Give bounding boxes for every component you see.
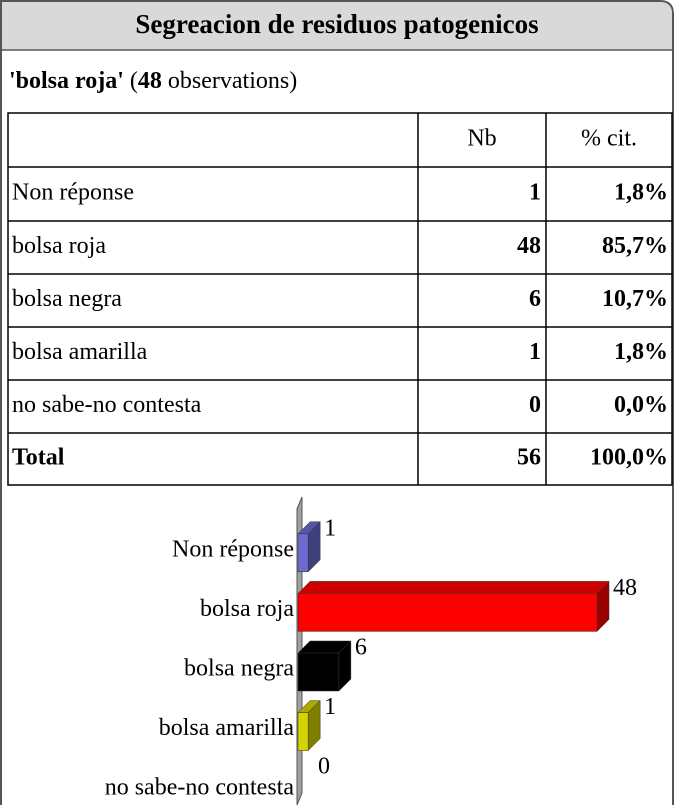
category-label: no sabe-no contesta [105,775,295,801]
cell-nb: 56 [517,445,541,471]
column-header: % cit. [581,126,637,152]
bar [297,593,598,632]
table-border [7,112,673,486]
category-label: Non réponse [172,536,294,562]
cell-pct: 1,8% [614,339,668,365]
bar [297,652,340,692]
cell-pct: 85,7% [602,233,668,259]
row-label: bolsa amarilla [12,339,148,365]
row-label: bolsa roja [12,233,106,259]
value-label: 48 [613,575,637,601]
category-label: bolsa negra [184,656,294,682]
column-header: Nb [467,126,496,152]
cell-pct: 100,0% [590,445,668,471]
cell-nb: 0 [529,392,541,418]
cell-nb: 48 [517,233,541,259]
bar [297,533,309,573]
value-label: 6 [355,635,367,661]
category-label: bolsa roja [200,596,294,622]
bar [297,712,309,751]
value-label: 0 [318,754,330,780]
subtitle-unit: observations) [168,68,297,94]
title: Segreacion de residuos patogenicos [135,9,538,39]
subtitle-open: ( [130,68,138,94]
row-label: bolsa negra [12,286,122,312]
subtitle-question: 'bolsa roja' [9,68,124,94]
subtitle: 'bolsa roja' (48 observations) [9,68,297,94]
cell-nb: 1 [529,180,541,206]
row-label: Total [12,445,65,471]
cell-pct: 10,7% [602,286,668,312]
title-bar [2,2,672,50]
cell-nb: 1 [529,339,541,365]
chart: Non réponse 1 bolsa roja 48 bolsa negra 6 bols… [105,496,637,805]
cell-pct: 0,0% [614,392,668,418]
subtitle-count: 48 [138,68,162,94]
category-label: bolsa amarilla [159,715,295,741]
cell-pct: 1,8% [614,180,668,206]
row-label: no sabe-no contesta [12,392,202,418]
value-label: 1 [324,694,336,720]
table: Nb % cit. Non réponse 1 1,8% bolsa roja 48 85,7… [7,112,673,486]
cell-nb: 6 [529,286,541,312]
value-label: 1 [324,515,336,541]
row-label: Non réponse [12,180,134,206]
bar-top [297,581,610,594]
